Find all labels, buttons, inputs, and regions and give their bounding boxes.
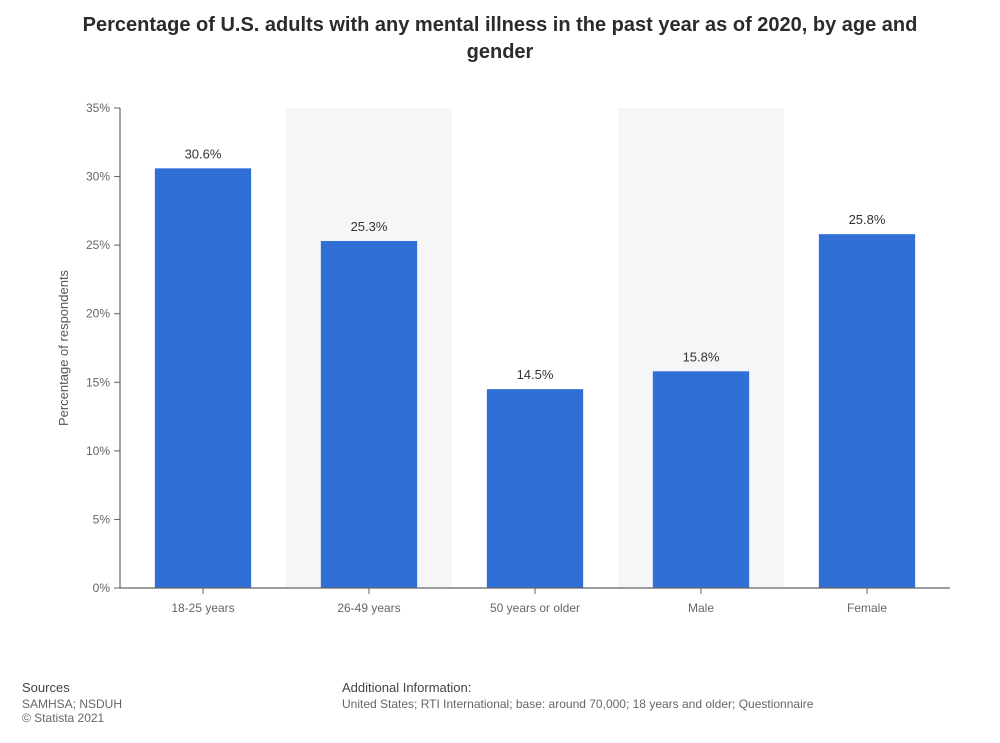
chart-plot-area: 0% 5% 10% 15% 20% 25% 30% 35% 30.6% 18-25 years 25… <box>50 88 970 648</box>
bar <box>487 389 583 588</box>
bar <box>155 168 251 588</box>
y-tick-label: 0% <box>93 581 111 595</box>
additional-text: United States; RTI International; base: … <box>342 697 982 711</box>
y-tick-label: 35% <box>86 101 110 115</box>
y-tick-label: 20% <box>86 307 110 321</box>
x-tick-label: Female <box>847 601 887 615</box>
footer-additional: Additional Information: United States; R… <box>342 680 982 725</box>
x-tick-label: 26-49 years <box>337 601 400 615</box>
y-tick-label: 5% <box>93 512 111 526</box>
chart-title-text: Percentage of U.S. adults with any menta… <box>83 14 918 63</box>
chart-footer: Sources SAMHSA; NSDUH © Statista 2021 Ad… <box>22 680 982 725</box>
footer-sources: Sources SAMHSA; NSDUH © Statista 2021 <box>22 680 342 725</box>
bar-value-label: 25.3% <box>351 219 388 234</box>
y-tick-label: 15% <box>86 375 110 389</box>
y-tick-label: 10% <box>86 444 110 458</box>
bar-value-label: 14.5% <box>517 367 554 382</box>
copyright-line: © Statista 2021 <box>22 711 342 725</box>
chart-container: Percentage of U.S. adults with any menta… <box>0 0 1000 743</box>
bar-value-label: 15.8% <box>683 349 720 364</box>
bar-value-label: 30.6% <box>185 146 222 161</box>
bar-value-label: 25.8% <box>849 212 886 227</box>
sources-heading: Sources <box>22 680 342 695</box>
chart-svg: 0% 5% 10% 15% 20% 25% 30% 35% 30.6% 18-25 years 25… <box>50 88 970 648</box>
additional-heading: Additional Information: <box>342 680 982 695</box>
bar <box>819 234 915 588</box>
x-tick-label: 50 years or older <box>490 601 580 615</box>
x-tick-label: 18-25 years <box>171 601 234 615</box>
sources-line: SAMHSA; NSDUH <box>22 697 342 711</box>
bar <box>321 241 417 588</box>
y-axis-label: Percentage of respondents <box>56 269 71 426</box>
chart-title: Percentage of U.S. adults with any menta… <box>0 0 1000 70</box>
y-tick-label: 25% <box>86 238 110 252</box>
y-tick-label: 30% <box>86 170 110 184</box>
x-tick-label: Male <box>688 601 714 615</box>
bar <box>653 371 749 588</box>
